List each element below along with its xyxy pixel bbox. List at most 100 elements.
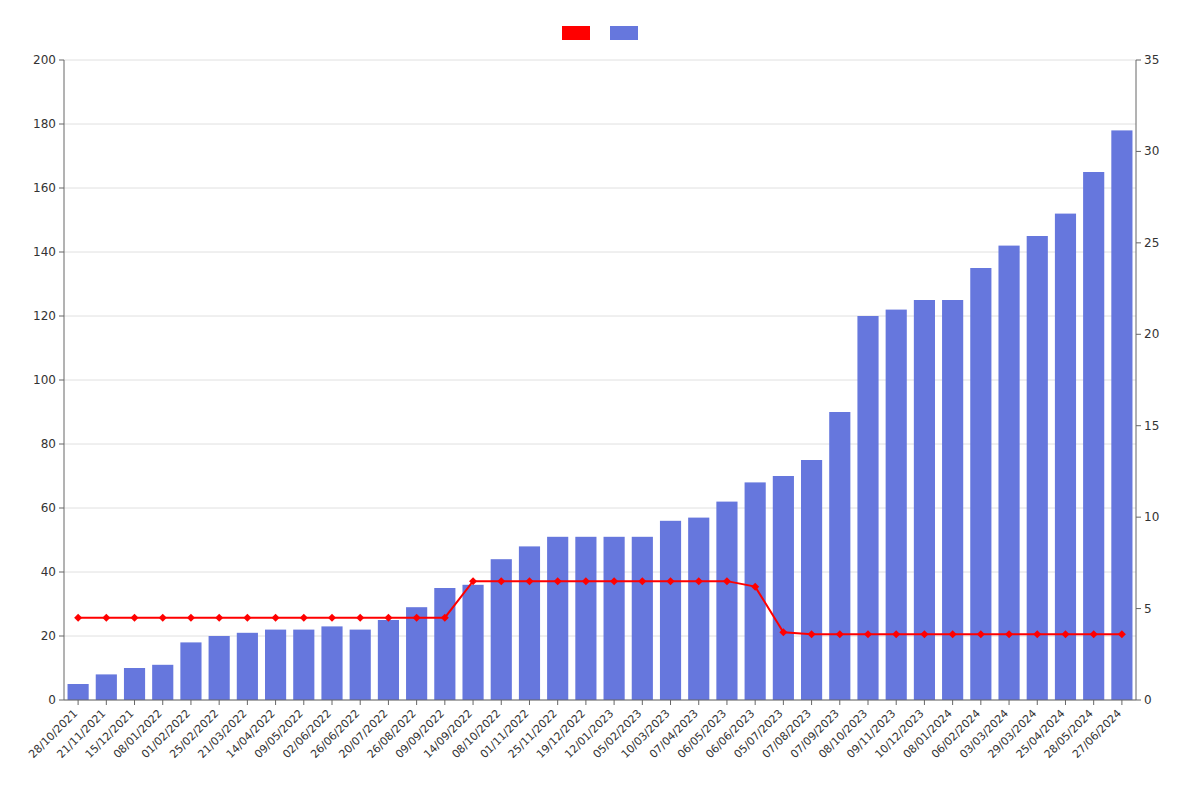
y-tick	[59, 508, 64, 509]
x-tick	[1093, 700, 1094, 705]
y2-axis	[1136, 60, 1137, 700]
y-tick-label: 80	[41, 437, 56, 451]
marker	[582, 577, 590, 585]
bar	[293, 630, 314, 700]
y2-tick	[1136, 700, 1141, 701]
x-tick	[134, 700, 135, 705]
x-tick	[1065, 700, 1066, 705]
marker	[384, 614, 392, 622]
bar	[1111, 130, 1132, 700]
y-tick-label: 160	[33, 181, 56, 195]
y-tick	[59, 188, 64, 189]
x-tick	[78, 700, 79, 705]
marker	[723, 577, 731, 585]
x-tick	[839, 700, 840, 705]
y2-tick-label: 30	[1144, 144, 1159, 158]
x-tick	[642, 700, 643, 705]
marker	[610, 577, 618, 585]
marker	[836, 630, 844, 638]
marker	[131, 614, 139, 622]
marker	[1033, 630, 1041, 638]
bar	[237, 633, 258, 700]
x-tick	[529, 700, 530, 705]
chart: 0204060801001201401601802000510152025303…	[0, 0, 1200, 800]
marker	[272, 614, 280, 622]
y-tick	[59, 380, 64, 381]
y2-tick	[1136, 60, 1141, 61]
marker	[525, 577, 533, 585]
y2-tick-label: 5	[1144, 602, 1152, 616]
bar	[124, 668, 145, 700]
marker	[300, 614, 308, 622]
marker	[413, 614, 421, 622]
y-tick-label: 100	[33, 373, 56, 387]
x-tick	[980, 700, 981, 705]
bar	[829, 412, 850, 700]
marker	[469, 577, 477, 585]
bar	[942, 300, 963, 700]
bar	[1027, 236, 1048, 700]
marker	[864, 630, 872, 638]
bar	[886, 310, 907, 700]
bar	[1083, 172, 1104, 700]
bar	[773, 476, 794, 700]
y2-tick-label: 0	[1144, 693, 1152, 707]
x-tick	[106, 700, 107, 705]
x-axis-ticks: 28/10/202121/11/202115/12/202108/01/2022…	[26, 700, 1124, 761]
x-tick	[670, 700, 671, 705]
x-tick	[247, 700, 248, 705]
y2-tick	[1136, 517, 1141, 518]
marker	[187, 614, 195, 622]
marker	[159, 614, 167, 622]
marker	[779, 628, 787, 636]
y2-tick-label: 25	[1144, 236, 1159, 250]
y2-tick	[1136, 242, 1141, 243]
y-tick	[59, 252, 64, 253]
bar	[688, 518, 709, 700]
y2-tick	[1136, 608, 1141, 609]
x-tick	[360, 700, 361, 705]
bar	[209, 636, 230, 700]
x-tick	[303, 700, 304, 705]
x-tick	[811, 700, 812, 705]
y2-tick	[1136, 151, 1141, 152]
y-tick-label: 140	[33, 245, 56, 259]
bar	[604, 537, 625, 700]
x-tick	[388, 700, 389, 705]
marker	[441, 614, 449, 622]
x-tick	[190, 700, 191, 705]
marker	[356, 614, 364, 622]
y2-tick-label: 10	[1144, 510, 1159, 524]
y2-tick-label: 15	[1144, 419, 1159, 433]
y-tick-label: 20	[41, 629, 56, 643]
bar	[970, 268, 991, 700]
x-tick	[219, 700, 220, 705]
x-tick	[783, 700, 784, 705]
marker	[497, 577, 505, 585]
x-tick	[614, 700, 615, 705]
marker	[949, 630, 957, 638]
y-tick	[59, 124, 64, 125]
y2-tick-label: 20	[1144, 327, 1159, 341]
x-tick	[473, 700, 474, 705]
bar	[716, 502, 737, 700]
grid-line	[64, 700, 1136, 701]
bar	[519, 546, 540, 700]
bar	[998, 246, 1019, 700]
y2-tick-label: 35	[1144, 53, 1159, 67]
grid-line	[64, 124, 1136, 125]
y-tick	[59, 444, 64, 445]
bar	[1055, 214, 1076, 700]
y-tick-label: 60	[41, 501, 56, 515]
marker	[1118, 630, 1126, 638]
bar	[265, 630, 286, 700]
marker	[638, 577, 646, 585]
y-tick-label: 0	[48, 693, 56, 707]
marker	[920, 630, 928, 638]
marks	[68, 130, 1133, 700]
x-tick	[698, 700, 699, 705]
axes: 0204060801001201401601802000510152025303…	[33, 53, 1159, 707]
x-tick	[275, 700, 276, 705]
x-tick	[1121, 700, 1122, 705]
x-tick	[1037, 700, 1038, 705]
